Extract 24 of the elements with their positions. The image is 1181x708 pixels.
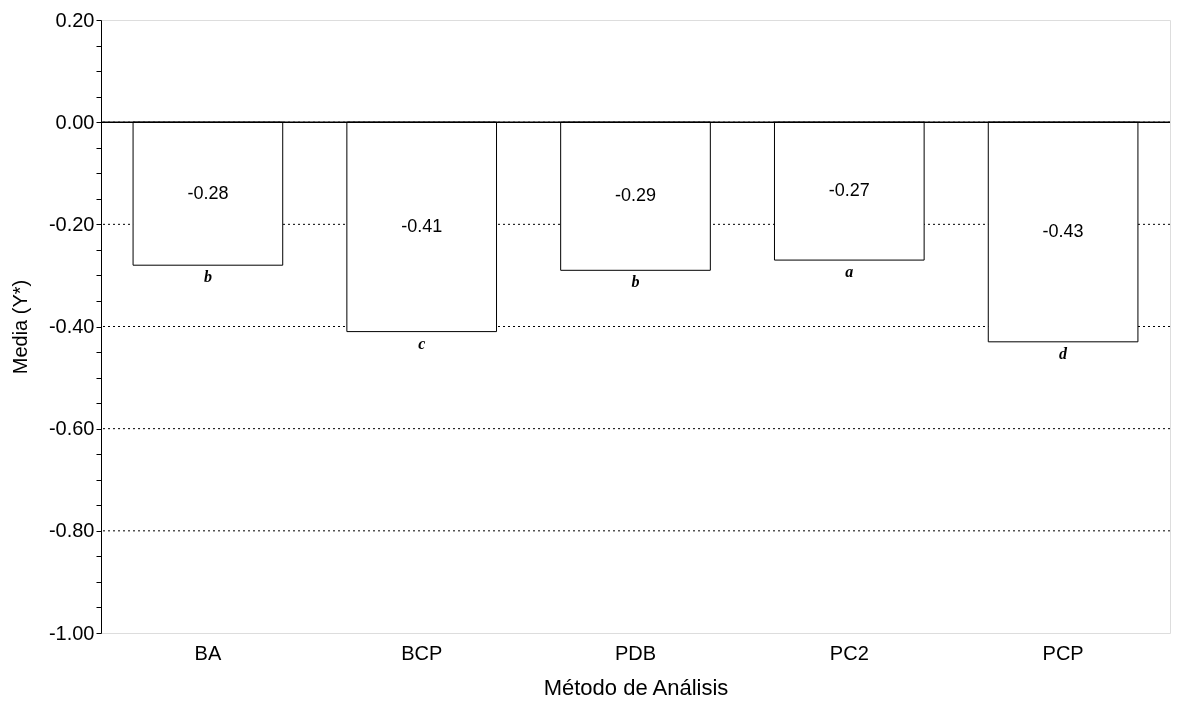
- x-tick-label: PC2: [829, 641, 869, 664]
- annotation: b: [203, 268, 212, 286]
- data-label: -0.27: [828, 180, 870, 201]
- y-axis-title: Media (Y*): [8, 279, 31, 375]
- data-label: -0.28: [187, 182, 229, 203]
- y-tick-label: 0.20: [55, 8, 95, 31]
- x-tick-label: BCP: [401, 641, 443, 664]
- data-label: -0.29: [614, 185, 657, 206]
- y-tick-label: -0.40: [48, 315, 95, 337]
- data-label: -0.43: [1042, 221, 1084, 241]
- annotation: c: [418, 334, 426, 352]
- y-tick-label: -0.20: [48, 212, 95, 235]
- x-tick-label: PDB: [614, 641, 657, 664]
- y-tick-label: 0.00: [55, 110, 95, 133]
- y-tick-label: -1.00: [48, 621, 95, 644]
- x-tick-label: PCP: [1042, 641, 1084, 664]
- annotation: a: [845, 263, 854, 281]
- data-label: -0.41: [401, 215, 443, 236]
- annotation: d: [1059, 344, 1069, 362]
- x-axis-title: Método de Análisis: [543, 674, 729, 700]
- x-tick-label: BA: [194, 641, 222, 664]
- y-tick-label: -0.60: [48, 417, 95, 440]
- annotation: b: [631, 273, 640, 291]
- y-tick-label: -0.80: [48, 519, 95, 542]
